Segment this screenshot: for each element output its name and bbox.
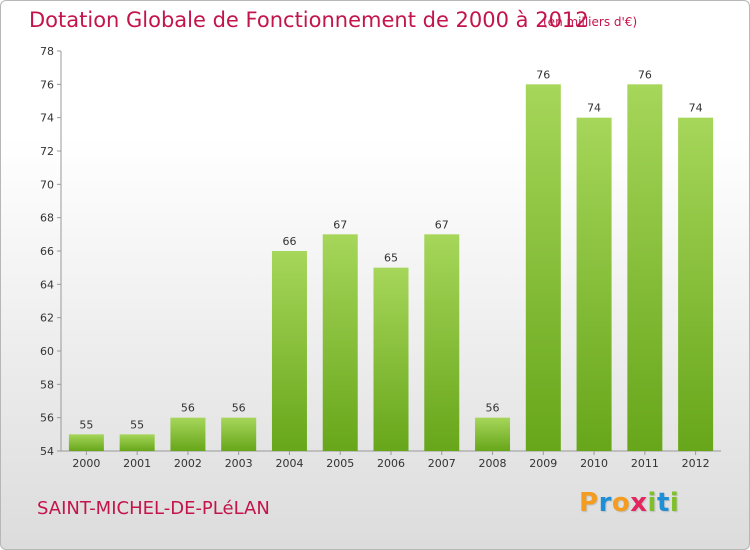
y-tick-label: 62 — [40, 312, 54, 325]
y-tick-label: 68 — [40, 212, 54, 225]
x-tick-label: 2005 — [326, 457, 354, 470]
y-tick-label: 58 — [40, 378, 54, 391]
x-tick-label: 2006 — [377, 457, 405, 470]
x-tick-label: 2004 — [275, 457, 303, 470]
brand-letter: P — [579, 488, 599, 518]
y-tick-label: 54 — [40, 445, 54, 458]
bar — [627, 84, 663, 451]
bar — [373, 267, 409, 451]
x-tick-label: 2010 — [580, 457, 608, 470]
bar — [525, 84, 561, 451]
x-tick-label: 2002 — [174, 457, 202, 470]
y-tick-label: 76 — [40, 78, 54, 91]
bar-value-label: 55 — [130, 418, 144, 431]
bar-value-label: 67 — [435, 218, 449, 231]
brand-letter: x — [630, 488, 648, 518]
bar-value-label: 55 — [79, 418, 93, 431]
y-tick-label: 78 — [40, 45, 54, 58]
brand-letter: t — [656, 488, 670, 518]
bar — [271, 251, 307, 451]
brand-letter: r — [598, 488, 612, 518]
y-tick-label: 70 — [40, 178, 54, 191]
y-tick-label: 60 — [40, 345, 54, 358]
x-tick-label: 2007 — [428, 457, 456, 470]
x-tick-label: 2009 — [529, 457, 557, 470]
bar-value-label: 66 — [282, 235, 296, 248]
y-tick-label: 74 — [40, 112, 54, 125]
bar — [576, 117, 612, 452]
bar-value-label: 56 — [232, 402, 246, 415]
bar — [678, 117, 714, 452]
bar-value-label: 56 — [486, 402, 500, 415]
bar-value-label: 65 — [384, 252, 398, 265]
bar — [221, 417, 257, 451]
bar — [322, 234, 358, 451]
bar — [475, 417, 511, 451]
bar — [119, 434, 155, 451]
chart-title: Dotation Globale de Fonctionnement de 20… — [29, 8, 589, 32]
bar — [68, 434, 104, 451]
brand-letter: i — [647, 488, 657, 518]
y-tick-label: 72 — [40, 145, 54, 158]
bar — [170, 417, 206, 451]
bar-value-label: 67 — [333, 218, 347, 231]
bar-value-label: 76 — [638, 68, 652, 81]
y-tick-label: 64 — [40, 278, 54, 291]
x-tick-label: 2012 — [682, 457, 710, 470]
commune-name: SAINT-MICHEL-DE-PLéLAN — [37, 498, 270, 519]
y-tick-label: 66 — [40, 245, 54, 258]
x-tick-label: 2003 — [225, 457, 253, 470]
y-tick-label: 56 — [40, 412, 54, 425]
bar-value-label: 74 — [689, 102, 703, 115]
proxiti-logo: Proxiti — [579, 488, 679, 518]
chart-subtitle: (en milliers d'€) — [543, 15, 638, 29]
bar-value-label: 74 — [587, 102, 601, 115]
x-tick-label: 2008 — [479, 457, 507, 470]
bar-value-label: 76 — [536, 68, 550, 81]
x-tick-label: 2000 — [72, 457, 100, 470]
bar-value-label: 56 — [181, 402, 195, 415]
x-tick-label: 2001 — [123, 457, 151, 470]
bar — [424, 234, 460, 451]
brand-letter: o — [611, 488, 631, 518]
x-tick-label: 2011 — [631, 457, 659, 470]
brand-letter: i — [669, 488, 680, 518]
